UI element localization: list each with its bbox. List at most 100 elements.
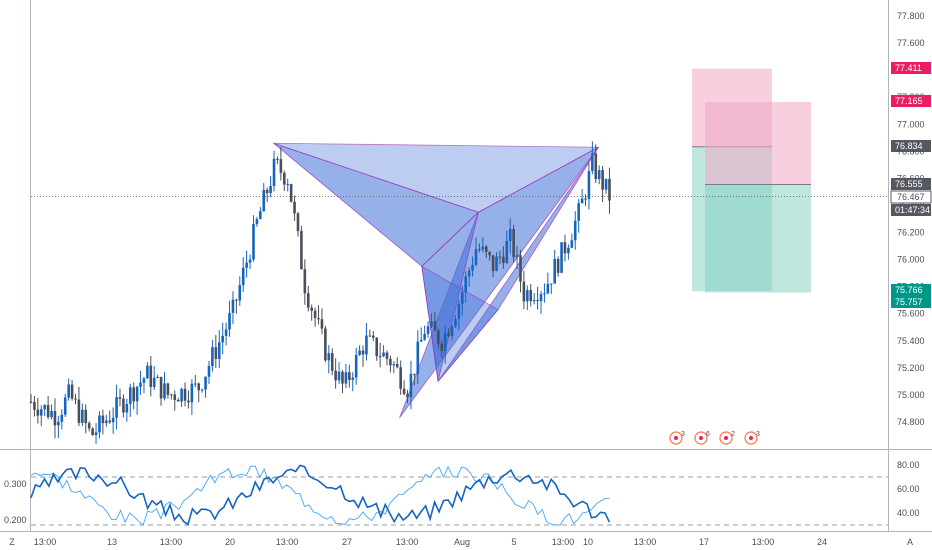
candle-body [512, 229, 515, 258]
candle-body [553, 258, 557, 284]
candle-body [87, 423, 91, 429]
candle-body [259, 211, 262, 220]
oscillator-pane [30, 464, 888, 526]
candle-body [601, 170, 604, 190]
candle-body [348, 372, 351, 380]
candle-body [98, 415, 101, 433]
candle-body [29, 401, 33, 403]
candle-body [440, 343, 444, 352]
time-tick-1: 13 [107, 537, 117, 547]
candle-body [296, 213, 300, 232]
candle-body [101, 415, 105, 424]
candle-body [180, 388, 183, 402]
candle-body [74, 398, 77, 400]
candle-body [457, 303, 461, 320]
candle-body [159, 376, 163, 399]
price-tick-0: 77.800 [897, 11, 925, 21]
candle-body [402, 388, 406, 394]
candle-body [194, 383, 197, 385]
price-tick-8: 76.200 [897, 228, 925, 238]
position-target-zone-1 [705, 184, 811, 293]
price-tag-box-3 [891, 178, 931, 190]
candle-body [354, 354, 358, 378]
price-tick-1: 77.600 [897, 38, 925, 48]
candle-body [43, 405, 46, 410]
candle-body [108, 420, 112, 423]
candle-body [591, 153, 594, 172]
candle-body [310, 307, 313, 311]
candle-body [317, 318, 320, 320]
candle-body [344, 372, 348, 384]
time-tick-12: 17 [699, 537, 709, 547]
oscillator-axis-ticks: 80.00 60.00 40.00 0.300 0.200 [4, 460, 920, 525]
event-marker-dot-3 [749, 436, 753, 440]
candle-body [128, 387, 132, 404]
candle-body [392, 363, 396, 366]
candle-body [238, 285, 242, 301]
candle-body [478, 249, 481, 251]
price-tag-1: 77.165 [895, 96, 923, 106]
price-tag-box-5 [891, 204, 931, 216]
price-tag-4: 76.467 [897, 192, 925, 202]
price-tag-5: 01:47:34 [895, 205, 930, 215]
harmonic-patterns[interactable] [273, 142, 600, 419]
candle-body [437, 330, 440, 344]
price-tag-2: 76.834 [895, 141, 923, 151]
candle-body [556, 258, 560, 273]
candle-body [365, 335, 368, 355]
candle-body [375, 337, 379, 357]
candle-body [204, 376, 207, 390]
candle-body [269, 186, 272, 194]
candle-body [207, 366, 211, 377]
time-tick-3: 20 [225, 537, 235, 547]
event-marker-dot-2 [724, 436, 728, 440]
time-tick-9: 13:00 [552, 537, 575, 547]
candle-body [135, 386, 139, 402]
candle-body [252, 224, 255, 260]
position-stop-zone-1 [705, 101, 811, 185]
candle-body [118, 397, 122, 399]
candle-body [81, 409, 84, 423]
candle-body [170, 394, 173, 396]
oscillator-right-tick-1: 60.00 [897, 484, 920, 494]
price-tag-box-2 [891, 140, 931, 152]
candle-body [286, 184, 290, 186]
time-tick-10: 10 [583, 537, 593, 547]
candle-body [235, 299, 238, 301]
price-tag-6: 75.766 [895, 285, 923, 295]
price-tag-box-1 [891, 95, 931, 107]
candle-body [197, 383, 201, 391]
candle-body [570, 240, 574, 248]
candle-body [450, 326, 454, 337]
candle-body [337, 371, 341, 381]
price-axis-tags: 77.411 77.165 76.834 76.555 76.467 01:47:34 75… [890, 62, 932, 308]
candle-body [594, 153, 598, 180]
event-marker-count-0: 3 [681, 431, 685, 438]
candle-body [389, 358, 392, 366]
candle-body [419, 339, 423, 342]
candle-body [53, 411, 57, 426]
candle-body [300, 231, 303, 270]
candle-body [351, 377, 355, 380]
candle-body [265, 189, 269, 194]
candle-body [228, 312, 231, 330]
candle-body [241, 267, 245, 286]
candle-body [361, 350, 365, 355]
candle-body [245, 262, 248, 268]
candle-body [282, 172, 286, 185]
candle-body [156, 376, 159, 378]
price-tag-3: 76.555 [895, 179, 923, 189]
candle-body [50, 411, 53, 418]
candle-body [584, 198, 587, 200]
oscillator-series-0 [30, 464, 611, 526]
position-tools[interactable] [692, 68, 811, 293]
candle-body [187, 400, 190, 403]
candle-body [248, 259, 252, 263]
event-marker-count-3: 3 [756, 431, 760, 438]
candle-body [139, 382, 142, 387]
candle-body [320, 319, 324, 329]
candle-body [36, 409, 40, 416]
event-markers[interactable]: 3 6 2 3 [669, 431, 760, 445]
time-tick-11: 13:00 [634, 537, 657, 547]
